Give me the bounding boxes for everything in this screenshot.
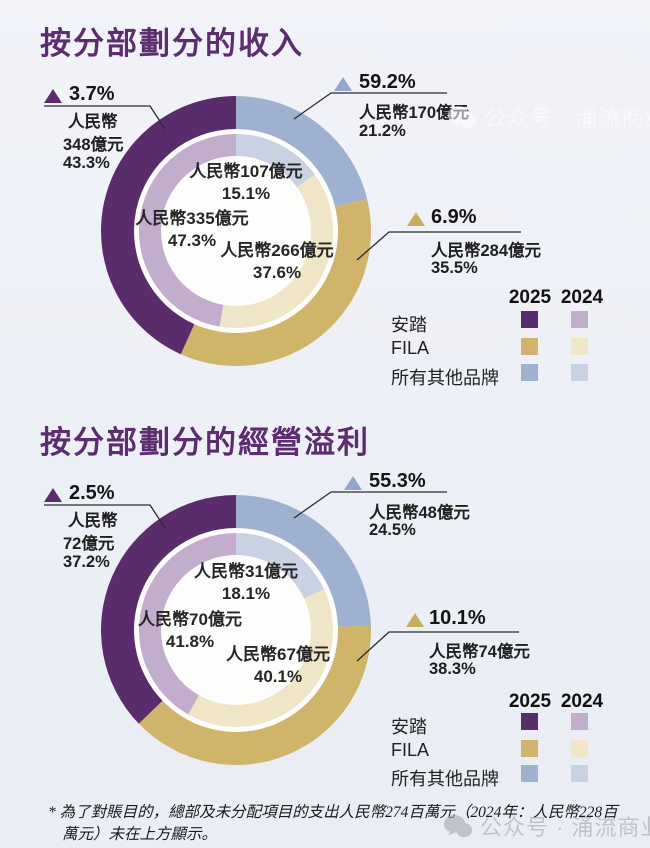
anta-yoy-change: 2.5% <box>69 482 115 504</box>
legend-label-fila: FILA <box>391 338 430 358</box>
increase-triangle-icon <box>407 212 425 226</box>
increase-triangle-icon <box>334 77 352 91</box>
legend-swatch-anta-2025 <box>521 713 538 730</box>
legend-swatch-other-2025 <box>521 364 538 381</box>
legend-swatch-fila-2024 <box>571 740 588 757</box>
anta-yoy-change: 3.7% <box>69 83 115 105</box>
chart-title-revenue: 按分部劃分的收入 <box>40 26 304 61</box>
donut-segment-2024 <box>138 134 236 327</box>
anta-share-2025: 43.3% <box>63 154 110 172</box>
fila-share-2025: 38.3% <box>429 660 476 678</box>
other-brands-value-2025: 人民幣48億元 <box>369 504 470 522</box>
donut-segment-2024 <box>219 174 334 329</box>
legend-swatch-fila-2025 <box>521 338 538 355</box>
legend-swatch-other-2024 <box>571 364 588 381</box>
legend-header-2024: 2024 <box>560 691 604 712</box>
legend-label-other-brands: 所有其他品牌 <box>391 368 499 388</box>
inner-label-other-2024: 人民幣107億元 15.1% <box>189 162 303 203</box>
fila-yoy-change: 10.1% <box>429 607 486 629</box>
inner-label-other-2024: 人民幣31億元 18.1% <box>194 562 298 603</box>
legend-header-2025: 2025 <box>508 287 552 308</box>
legend-swatch-anta-2024 <box>571 311 588 328</box>
fila-value-2025: 人民幣74億元 <box>429 643 530 661</box>
donut-segment-2025 <box>236 96 368 207</box>
donut-segment-2025 <box>236 495 371 627</box>
anta-currency-label: 人民幣 <box>68 113 118 131</box>
revenue-donut-chart <box>101 96 371 366</box>
increase-triangle-icon <box>344 476 362 490</box>
legend-swatch-anta-2025 <box>521 311 538 328</box>
donut-segment-2024 <box>236 533 325 599</box>
donut-segment-2025 <box>138 625 371 765</box>
donut-segment-2024 <box>188 589 334 728</box>
chart-title-operating-profit: 按分部劃分的經營溢利 <box>40 425 370 460</box>
increase-triangle-icon <box>44 488 62 502</box>
legend-swatch-fila-2025 <box>521 740 538 757</box>
fila-share-2025: 35.5% <box>431 259 478 277</box>
fila-value-2025: 人民幣284億元 <box>431 242 542 260</box>
legend-swatch-anta-2024 <box>571 713 588 730</box>
operating-profit-chart-section: 按分部劃分的經營溢利 2.5% 人民幣 72億元 37.2% 55.3% 人民幣… <box>0 399 650 798</box>
reconciliation-footnote: * 為了對賬目的，總部及未分配項目的支出人民幣274百萬元（2024年：人民幣2… <box>48 804 618 843</box>
inner-label-anta-2024: 人民幣70億元 41.8% <box>138 610 242 651</box>
other-brands-yoy-change: 55.3% <box>369 470 426 492</box>
increase-triangle-icon <box>44 89 62 103</box>
inner-label-anta-2024: 人民幣335億元 47.3% <box>135 209 249 250</box>
increase-triangle-icon <box>406 613 424 627</box>
donut-segment-2024 <box>236 134 315 188</box>
revenue-chart-section: 按分部劃分的收入 3.7% 人民幣 348億元 43.3% 59.2% 人民幣1… <box>0 0 650 399</box>
anta-value-2025: 72億元 <box>63 535 115 553</box>
watermark-bottom: 公众号 · 涌流商业 <box>443 810 650 842</box>
fila-yoy-change: 6.9% <box>431 206 477 228</box>
donut-segment-2024 <box>139 533 236 715</box>
anta-share-2025: 37.2% <box>63 553 110 571</box>
other-brands-share-2025: 21.2% <box>359 122 406 140</box>
legend-header-2024: 2024 <box>560 287 604 308</box>
donut-segment-2025 <box>101 495 236 724</box>
legend-swatch-other-2025 <box>521 765 538 782</box>
inner-label-fila-2024: 人民幣266億元 37.6% <box>220 241 334 282</box>
legend-swatch-fila-2024 <box>571 338 588 355</box>
wechat-icon <box>447 105 477 128</box>
anta-value-2025: 348億元 <box>63 136 124 154</box>
other-brands-share-2025: 24.5% <box>369 521 416 539</box>
legend-label-fila: FILA <box>391 740 430 760</box>
legend-label-anta: 安踏 <box>391 717 427 737</box>
legend-swatch-other-2024 <box>571 765 588 782</box>
inner-label-fila-2024: 人民幣67億元 40.1% <box>226 645 330 686</box>
legend-header-2025: 2025 <box>508 691 552 712</box>
donut-segment-2025 <box>180 199 371 366</box>
other-brands-yoy-change: 59.2% <box>359 71 416 93</box>
donut-segment-2025 <box>101 96 236 355</box>
other-brands-value-2025: 人民幣170億元 <box>359 104 470 122</box>
legend-label-other-brands: 所有其他品牌 <box>391 769 499 789</box>
wechat-icon <box>443 814 473 837</box>
legend-label-anta: 安踏 <box>391 315 427 335</box>
operating-profit-donut-chart <box>101 495 371 765</box>
anta-currency-label: 人民幣 <box>68 512 118 530</box>
watermark-top: 公众号 · 涌流商业 <box>447 101 650 133</box>
